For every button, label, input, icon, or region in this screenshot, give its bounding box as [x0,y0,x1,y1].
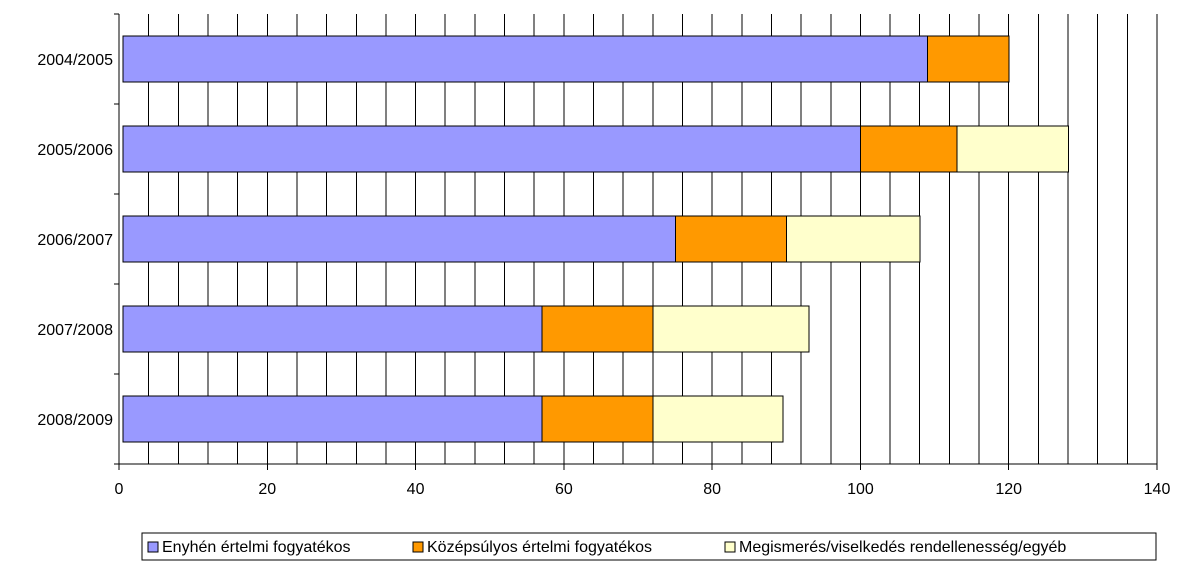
y-tick-label: 2008/2009 [37,412,113,429]
y-tick-label: 2005/2006 [37,142,113,159]
bar-segment-2 [860,125,958,173]
bar-segment-3 [652,305,810,353]
legend-swatch-1 [147,541,159,553]
legend-label-2: Középsúlyos értelmi fogyatékos [427,539,652,556]
legend-label-1: Enyhén értelmi fogyatékos [162,539,351,556]
y-tick-label: 2007/2008 [37,322,113,339]
bar-segment-2 [926,35,1010,83]
bar-layer [122,35,1069,443]
legend-swatch-2 [412,541,424,553]
x-tick-label: 40 [407,481,425,498]
bar-segment-2 [541,395,654,443]
x-tick-label: 80 [703,481,721,498]
bar-segment-1 [122,215,676,263]
bar-segment-2 [541,305,654,353]
legend-frame [141,532,1157,561]
x-tick-label: 0 [115,481,124,498]
x-tick-label: 140 [1144,481,1171,498]
bar-segment-1 [122,395,543,443]
x-tick-label: 120 [995,481,1022,498]
legend-swatch-3 [724,541,736,553]
bar-segment-1 [122,305,543,353]
legend-label-3: Megismerés/viselkedés rendellenesség/egy… [739,539,1066,556]
x-tick-label: 20 [258,481,276,498]
legend: Enyhén értelmi fogyatékos Középsúlyos ért… [141,532,1157,561]
bar-segment-3 [956,125,1069,173]
bar-segment-3 [652,395,784,443]
y-tick-label: 2004/2005 [37,52,113,69]
y-tick-label: 2006/2007 [37,232,113,249]
bar-segment-1 [122,35,928,83]
bar-segment-3 [786,215,921,263]
bar-segment-2 [674,215,788,263]
x-tick-label: 100 [847,481,874,498]
axis-layer: 2004/20052005/20062006/20072007/20082008… [37,13,1171,498]
bar-segment-1 [122,125,862,173]
x-tick-label: 60 [555,481,573,498]
